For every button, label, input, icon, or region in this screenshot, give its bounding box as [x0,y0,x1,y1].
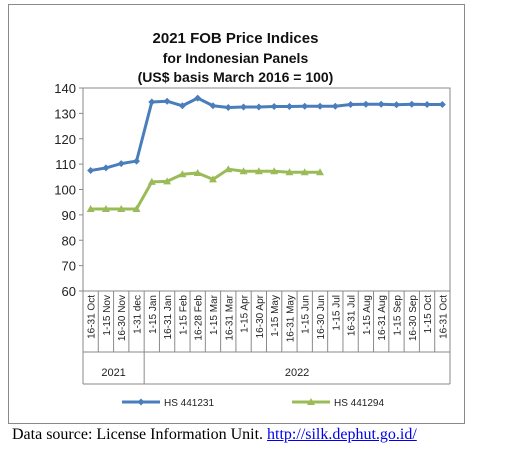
data-point [193,169,202,177]
x-tick-label: 1-15 Aug [362,295,373,335]
data-point [101,205,110,213]
chart-title-line-3: (US$ basis March 2016 = 100) [137,69,334,85]
data-point [117,160,125,168]
data-point [270,167,279,175]
y-tick-label: 100 [54,183,76,198]
x-tick-label: 16-31 Oct [87,295,98,339]
data-point [300,168,309,176]
year-group-label: 2021 [101,367,125,379]
data-point [194,94,202,102]
data-point [254,167,263,175]
plot-area [82,87,451,292]
data-source-note: Data source: License Information Unit. h… [12,426,417,444]
y-tick-label: 80 [62,233,76,248]
data-point [117,205,126,213]
data-source-link[interactable]: http://silk.dephut.go.id/ [267,426,417,443]
data-point [209,102,217,110]
x-tick-label: 16-30 Sep [408,295,419,342]
x-tick-label: 16-31 Aug [377,295,388,341]
data-point [102,164,110,172]
data-point [377,100,385,108]
data-point [392,101,400,109]
x-tick-label: 1-15 Apr [240,294,251,332]
x-tick-label: 1-15 Mar [209,294,220,335]
series-line-2 [90,167,321,211]
data-point [133,157,141,165]
y-tick-label: 130 [54,106,76,121]
data-point [163,97,171,105]
year-group-label: 2022 [285,367,309,379]
data-point [316,102,324,110]
data-point [224,165,233,173]
x-tick-label: 1-15 Oct [423,295,434,334]
data-point [239,167,248,175]
data-point [362,100,370,108]
y-tick-label: 120 [54,132,76,147]
data-point [255,103,263,111]
x-tick-label: 16-31 Mar [224,294,235,340]
x-tick-label: 1-15 Sep [392,295,403,336]
x-tick-label: 1-31 dec [133,295,144,334]
y-tick-label: 70 [62,259,76,274]
data-point [148,98,156,106]
data-point [270,103,278,111]
x-tick-label: 16-30 Jun [316,295,327,339]
data-point [132,205,141,213]
y-tick-label: 140 [54,81,76,96]
data-point [316,168,325,176]
legend-marker [307,398,315,405]
data-point [224,104,232,112]
x-tick-label: 1-15 Feb [178,295,189,335]
data-point [147,177,156,185]
data-point [240,103,248,111]
data-point [408,100,416,108]
x-tick-label: 16-30 Nov [117,295,128,341]
y-tick-label: 60 [62,284,76,299]
data-point [285,103,293,111]
legend-marker [137,398,145,406]
x-tick-label: 16-31 Jul [347,295,358,336]
x-tick-label: 1-15 Jan [148,295,159,334]
x-tick-label: 1-15 Nov [102,295,113,336]
y-tick-label: 110 [55,157,76,172]
data-point [163,177,172,185]
data-source-text: Data source: License Information Unit. [12,426,268,443]
data-point [178,102,186,110]
data-point [87,166,95,174]
data-point [285,168,294,176]
chart-title-line-2: for Indonesian Panels [162,50,309,66]
chart-title-line-1: 2021 FOB Price Indices [152,30,319,47]
x-tick-label: 1-15 May [270,295,281,337]
y-tick-label: 90 [62,208,76,223]
legend-label: HS 441231 [164,398,214,409]
data-point [301,102,309,110]
x-tick-label: 16-31 May [285,295,296,342]
data-point [423,100,431,108]
data-point [331,102,339,110]
legend-label: HS 441294 [334,398,384,409]
data-point [347,100,355,108]
data-point [208,175,217,183]
x-tick-label: 16-31 Oct [438,295,449,339]
x-tick-label: 1-15 Jun [301,295,312,334]
data-point [86,205,95,213]
x-tick-label: 16-30 Apr [255,294,266,338]
data-point [178,170,187,178]
data-point [438,100,446,108]
x-tick-label: 16-28 Feb [194,295,205,341]
x-tick-label: 16-31 Jan [163,295,174,339]
x-tick-label: 1-15 Jul [331,295,342,331]
